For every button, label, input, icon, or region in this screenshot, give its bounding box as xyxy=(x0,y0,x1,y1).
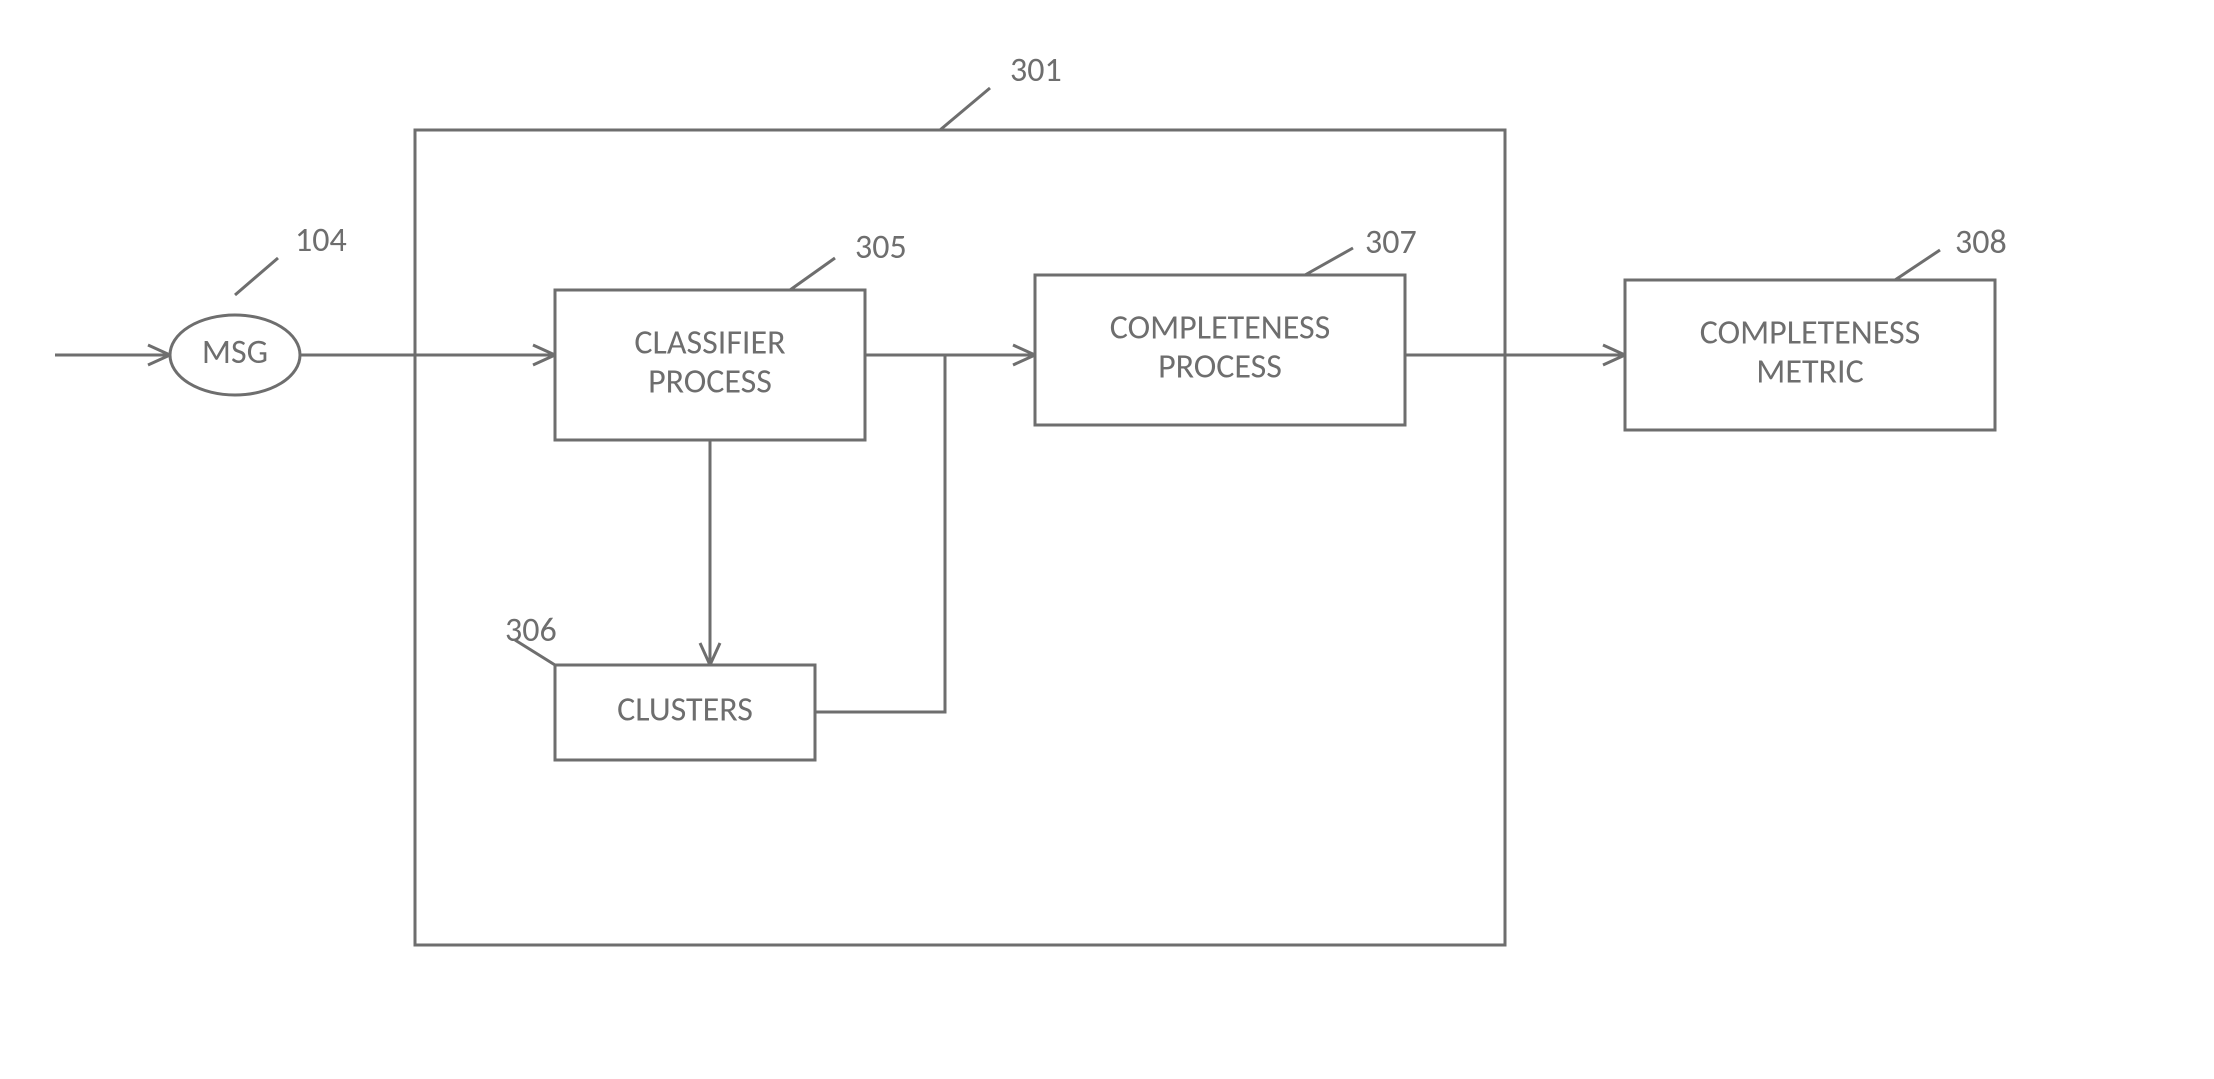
ref-number-clusters: 306 xyxy=(505,610,557,651)
node-comp_metric-label: COMPLETENESS xyxy=(1700,313,1921,354)
ref-number-classifier: 305 xyxy=(855,227,907,268)
node-comp_process-label: PROCESS xyxy=(1158,347,1282,388)
node-comp_process-label: COMPLETENESS xyxy=(1110,308,1331,349)
node-clusters-label: CLUSTERS xyxy=(617,690,753,731)
node-classifier-label: PROCESS xyxy=(648,362,772,403)
node-msg-label: MSG xyxy=(202,332,268,373)
ref-number-comp_process: 307 xyxy=(1365,222,1417,263)
ref-number-msg: 104 xyxy=(295,220,347,261)
node-classifier-label: CLASSIFIER xyxy=(634,323,785,364)
diagram-background xyxy=(0,0,2214,1079)
ref-number-comp_metric: 308 xyxy=(1955,222,2007,263)
node-comp_metric-label: METRIC xyxy=(1756,352,1863,393)
ref-number-container: 301 xyxy=(1010,50,1062,91)
